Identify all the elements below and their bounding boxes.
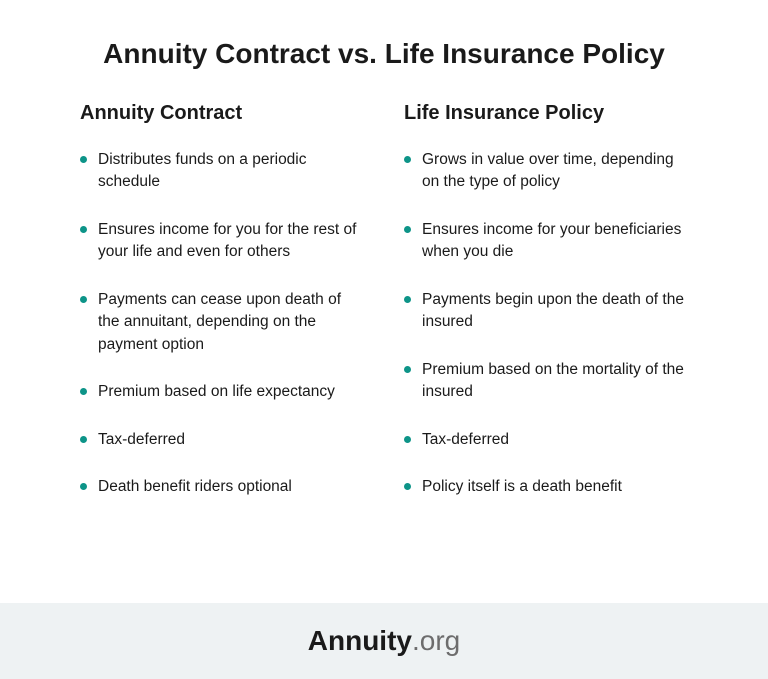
list-item: Premium based on life expectancy	[80, 381, 364, 403]
brand-name: Annuity	[308, 625, 412, 656]
list-item: Policy itself is a death benefit	[404, 476, 688, 498]
list-item: Tax-deferred	[80, 429, 364, 451]
list-item: Payments begin upon the death of the ins…	[404, 289, 688, 334]
column-annuity: Annuity Contract Distributes funds on a …	[60, 102, 384, 603]
footer: Annuity.org	[0, 603, 768, 679]
list-item: Ensures income for your beneficiaries wh…	[404, 219, 688, 264]
column-heading-annuity: Annuity Contract	[80, 102, 364, 125]
list-item: Payments can cease upon death of the ann…	[80, 289, 364, 356]
life-insurance-list: Grows in value over time, depending on t…	[404, 149, 688, 499]
column-heading-life-insurance: Life Insurance Policy	[404, 102, 688, 125]
main-title: Annuity Contract vs. Life Insurance Poli…	[0, 0, 768, 102]
column-life-insurance: Life Insurance Policy Grows in value ove…	[384, 102, 708, 603]
list-item: Tax-deferred	[404, 429, 688, 451]
brand-tld: .org	[412, 625, 460, 656]
annuity-list: Distributes funds on a periodic schedule…	[80, 149, 364, 499]
list-item: Distributes funds on a periodic schedule	[80, 149, 364, 194]
footer-brand: Annuity.org	[0, 625, 768, 657]
list-item: Death benefit riders optional	[80, 476, 364, 498]
comparison-columns: Annuity Contract Distributes funds on a …	[0, 102, 768, 603]
list-item: Grows in value over time, depending on t…	[404, 149, 688, 194]
list-item: Ensures income for you for the rest of y…	[80, 219, 364, 264]
list-item: Premium based on the mortality of the in…	[404, 359, 688, 404]
